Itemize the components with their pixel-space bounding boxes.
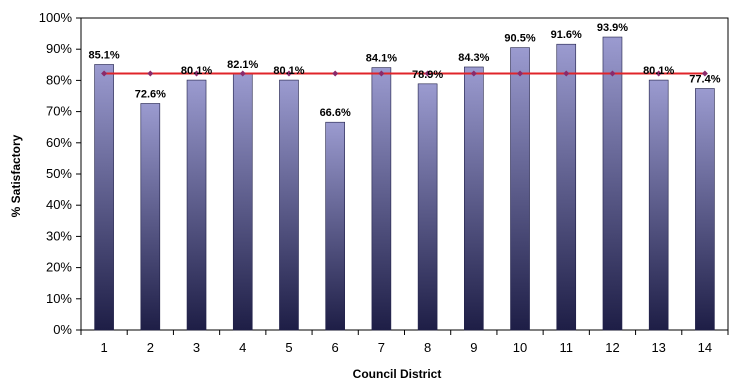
average-line-marker [701,70,708,77]
bar [140,103,161,331]
bar-data-label: 80.1% [273,65,304,77]
x-tick-label: 4 [239,340,246,355]
y-tick-label: 50% [46,166,72,181]
average-line-marker [609,70,616,77]
x-tick-label: 13 [651,340,665,355]
x-axis: 1 2 3 4 5 6 7 8 9 10 11 12 13 14 [80,330,729,355]
bar [417,83,438,331]
average-line-marker [101,70,108,77]
y-tick-label: 10% [46,291,72,306]
average-line-marker [517,70,524,77]
bar [279,79,299,331]
y-tick-label: 70% [46,104,72,119]
x-tick-label: 2 [147,340,154,355]
bar [602,36,623,331]
y-tick-label: 20% [46,260,72,275]
bar [510,47,530,331]
x-tick-label: 3 [193,340,200,355]
bar-data-label: 66.6% [320,107,351,119]
average-line-marker [655,70,662,77]
x-tick-label: 11 [560,340,574,355]
bar [186,79,207,331]
y-tick-label: 30% [46,228,72,243]
bar-data-label: 78.9% [412,69,443,81]
x-tick-label: 1 [100,340,107,355]
average-line-marker [193,70,200,77]
bar-data-label: 77.4% [689,74,720,86]
bar-data-label: 72.6% [135,88,166,100]
bar [556,43,577,331]
average-line-marker [147,70,154,77]
average-line-marker [563,70,570,77]
bar-data-label: 80.1% [181,65,212,77]
bar-data-label: 84.1% [366,53,397,65]
y-tick-label: 0% [53,322,72,337]
bar-data-label: 84.3% [458,52,489,64]
plot-border [80,17,729,331]
average-line-marker [239,70,246,77]
y-axis-title: % Satisfactory [9,134,23,217]
x-tick-label: 8 [424,340,431,355]
x-tick-label: 7 [378,340,385,355]
y-tick-label: 90% [46,41,72,56]
x-tick-label: 5 [285,340,292,355]
y-axis: 0% 10% 20% 30% 40% 50% 60% 70% 80% 90% 100% [39,10,81,337]
bar [371,67,392,331]
bar-data-label: 82.1% [227,59,258,71]
y-tick-label: 40% [46,197,72,212]
x-tick-label: 12 [605,340,619,355]
bar-data-label: 90.5% [504,33,535,45]
bar-data-label: 80.1% [643,65,674,77]
data-labels: 85.1% 72.6% 80.1% 82.1% 80.1% 66.6% 84.1% 78.9%… [89,22,721,119]
average-line-marker [332,70,339,77]
bar [232,73,253,331]
x-tick-label: 10 [513,340,527,355]
bar [648,79,669,331]
y-tick-label: 80% [46,72,72,87]
bar [464,66,484,331]
average-line-marker [285,70,292,77]
x-tick-label: 14 [698,340,712,355]
bar [695,88,715,331]
y-tick-label: 60% [46,135,72,150]
plot-area [80,17,729,331]
bars [94,36,715,331]
average-line-marker [378,70,385,77]
bar-data-label: 91.6% [551,29,582,41]
average-line-marker [424,70,431,77]
y-tick-label: 100% [39,10,73,25]
x-tick-label: 9 [470,340,477,355]
bar [325,121,345,331]
average-line-marker [470,70,477,77]
average-line [101,70,708,77]
x-tick-label: 6 [332,340,339,355]
bar-data-label: 93.9% [597,22,628,34]
x-axis-title: Council District [353,367,442,381]
bar-data-label: 85.1% [89,49,120,61]
bar [94,64,114,331]
